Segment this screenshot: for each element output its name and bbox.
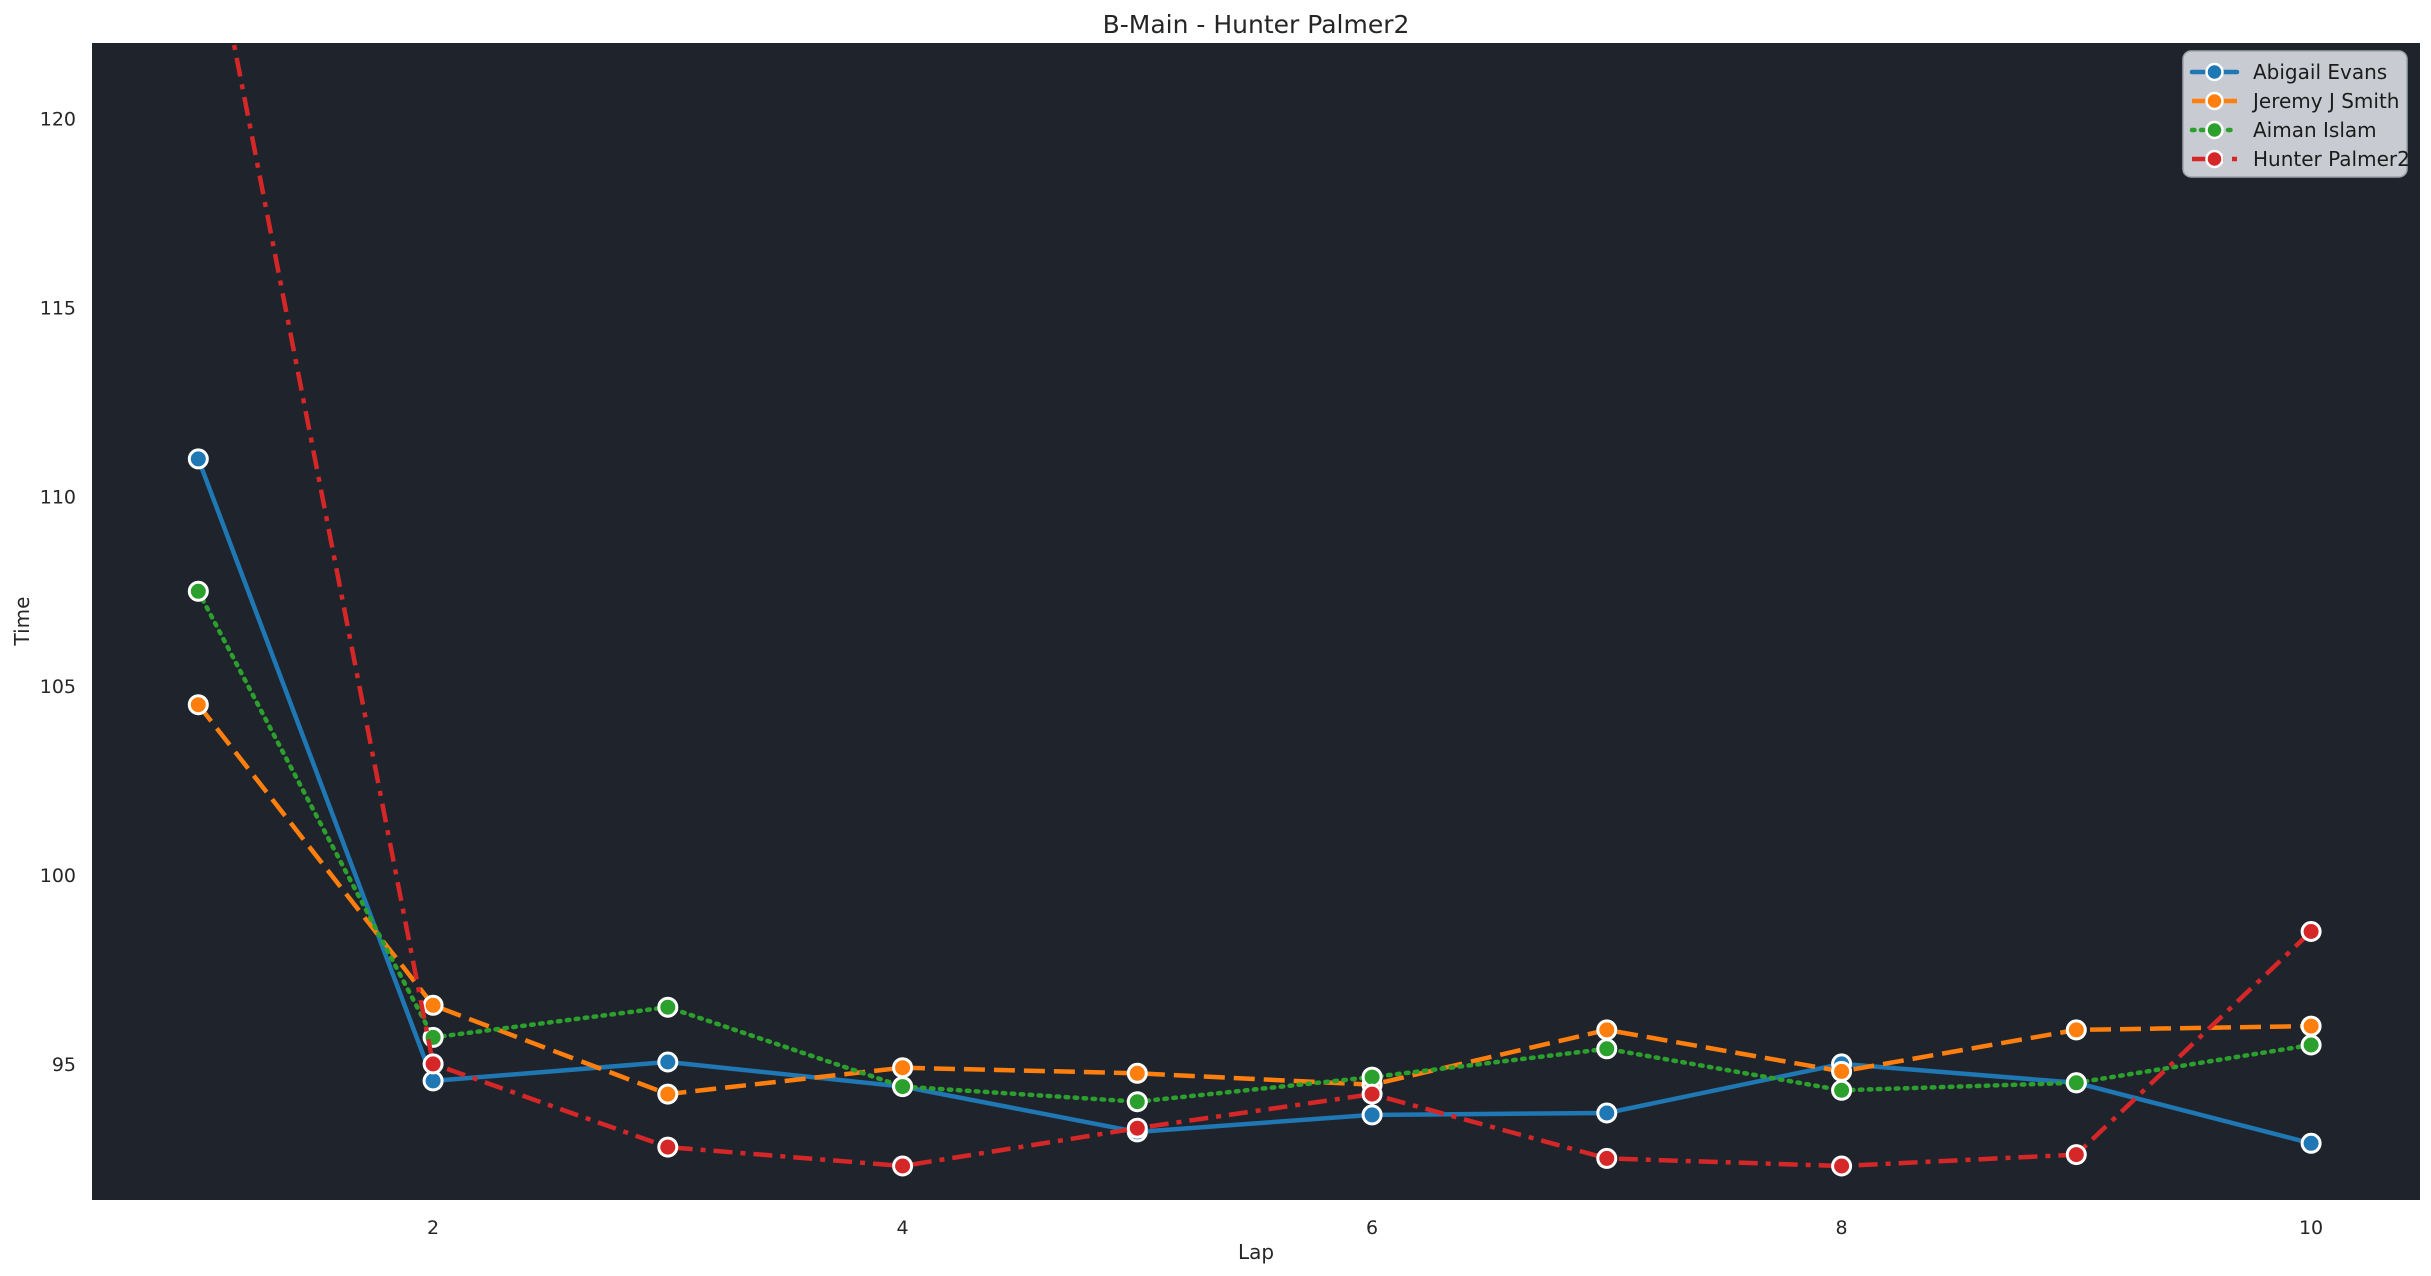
legend-item-1: Abigail Evans — [2189, 60, 2387, 84]
x-tick-label: 6 — [1366, 1217, 1378, 1239]
data-point — [422, 1070, 444, 1092]
data-point — [657, 996, 679, 1018]
legend-swatch-marker — [2205, 149, 2224, 169]
data-point — [892, 1155, 914, 1177]
legend-swatch-marker — [2205, 62, 2224, 82]
data-point — [1596, 1019, 1618, 1041]
series-line-1 — [196, 456, 2314, 1146]
data-point — [422, 1053, 444, 1075]
data-point — [657, 1083, 679, 1105]
y-tick-label: 100 — [40, 865, 76, 887]
data-point — [2300, 1015, 2322, 1037]
legend-label: Jeremy J Smith — [2251, 89, 2399, 113]
data-point — [187, 694, 209, 716]
legend-swatch-marker — [2205, 120, 2224, 140]
data-point — [2065, 1072, 2087, 1094]
data-point — [422, 994, 444, 1016]
y-tick-label: 115 — [40, 298, 76, 320]
data-point — [1126, 1062, 1148, 1084]
legend-swatch-marker — [2205, 91, 2224, 111]
data-point — [2300, 1132, 2322, 1154]
data-point — [1596, 1102, 1618, 1124]
y-tick-label: 110 — [40, 487, 76, 509]
legend-label: Abigail Evans — [2253, 60, 2387, 84]
series-line-3 — [196, 589, 2314, 1104]
x-tick-label: 4 — [897, 1217, 909, 1239]
x-tick-label: 10 — [2299, 1217, 2323, 1239]
series-line-2 — [196, 703, 2312, 1097]
data-point — [1126, 1091, 1148, 1113]
series-line-4 — [231, 43, 2313, 1169]
y-tick-label: 120 — [40, 109, 76, 131]
data-point — [657, 1136, 679, 1158]
data-point — [2065, 1144, 2087, 1166]
data-point — [1831, 1079, 1853, 1101]
data-point — [892, 1076, 914, 1098]
data-point — [1361, 1104, 1383, 1126]
data-point — [1361, 1066, 1383, 1088]
data-point — [1596, 1147, 1618, 1169]
data-point — [2300, 921, 2322, 942]
y-tick-label: 105 — [40, 676, 76, 698]
legend-label: Aiman Islam — [2253, 118, 2377, 142]
legend-label: Hunter Palmer2 — [2253, 147, 2410, 171]
data-point — [657, 1051, 679, 1073]
x-tick-label: 2 — [427, 1217, 439, 1239]
data-point — [2065, 1019, 2087, 1041]
legend: Abigail Evans Jeremy J Smith Aiman Islam Hu… — [2182, 50, 2410, 178]
y-axis-label: Time — [10, 596, 34, 646]
legend-box — [2182, 50, 2408, 178]
series-group — [187, 43, 2322, 1177]
data-point — [187, 580, 209, 602]
plot-background — [92, 43, 2420, 1200]
data-point — [1596, 1038, 1618, 1060]
x-axis-label: Lap — [1237, 1240, 1275, 1264]
data-point — [1831, 1060, 1853, 1082]
data-point — [1361, 1083, 1383, 1105]
data-point — [187, 448, 209, 470]
data-point — [1126, 1117, 1148, 1139]
legend-item-3: Aiman Islam — [2189, 118, 2377, 142]
chart-title: B-Main - Hunter Palmer2 — [1102, 10, 1410, 39]
data-point — [892, 1057, 914, 1079]
x-tick-label: 8 — [1836, 1217, 1848, 1239]
data-point — [1831, 1155, 1853, 1177]
legend-item-4: Hunter Palmer2 — [2192, 147, 2410, 171]
data-point — [2300, 1034, 2322, 1056]
legend-item-2: Jeremy J Smith — [2192, 89, 2399, 113]
y-tick-label: 95 — [52, 1054, 76, 1076]
